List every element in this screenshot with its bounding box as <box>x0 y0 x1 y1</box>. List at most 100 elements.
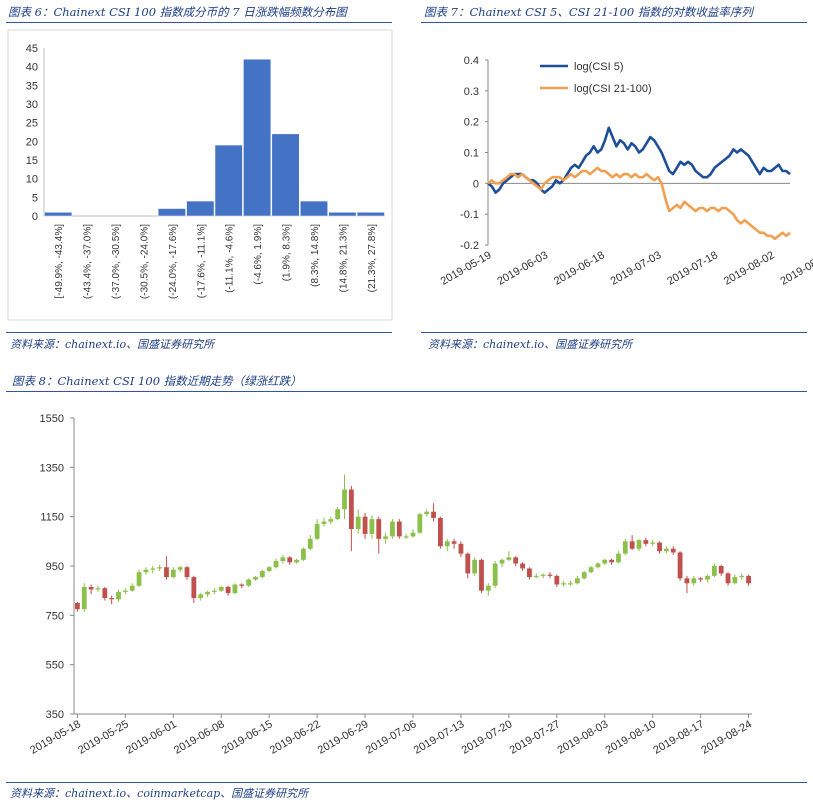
fig7-y-tick-label: 0.3 <box>464 86 479 98</box>
fig8-candle <box>520 563 525 569</box>
fig6-x-tick-label: (21.3%, 27.8%] <box>367 224 378 293</box>
fig8-candle <box>568 583 573 585</box>
fig8-source: 资料来源：chainext.io、coinmarketcap、国盛证券研究所 <box>10 787 309 800</box>
fig8-x-tick-label: 2019-07-27 <box>508 718 563 757</box>
fig8-candle <box>424 511 430 515</box>
fig8-candle <box>150 568 156 570</box>
fig8-candle <box>622 541 628 554</box>
fig8-candle <box>81 586 87 610</box>
fig8-x-tick-label: 2019-06-01 <box>124 718 179 757</box>
fig8-candle <box>390 521 395 537</box>
fig6-x-tick-label: (-4.6%, 1.9%] <box>253 224 264 285</box>
fig6-bar <box>356 212 385 217</box>
fig6-x-tick-label: (-43.4%, -37.0%] <box>83 224 94 299</box>
fig8-candle <box>177 567 183 570</box>
fig8-candle <box>595 563 601 568</box>
fig8-candle <box>205 591 210 595</box>
fig8-candle <box>335 509 341 520</box>
fig8-x-tick-label: 2019-06-08 <box>172 718 227 757</box>
fig7-x-tick-label: 2019-05-19 <box>439 249 494 288</box>
fig8-candle <box>403 536 409 538</box>
fig6-x-tick-label: (-11.1%, -4.6%] <box>225 224 236 293</box>
fig8-candle <box>191 577 197 599</box>
fig8-candle <box>527 568 532 578</box>
fig6-x-tick-label: (-24.0%, -17.6%] <box>168 224 179 299</box>
fig8-candle <box>746 575 751 584</box>
fig8-candle <box>451 541 457 544</box>
fig8-candle <box>657 542 662 552</box>
fig8-top-rule <box>6 391 807 392</box>
fig8-candle <box>472 559 478 574</box>
fig8-candle <box>314 524 320 539</box>
fig6-bottom-rule <box>6 332 392 333</box>
fig8-candle <box>739 575 745 578</box>
fig8-candle <box>698 578 704 580</box>
fig8-candle <box>362 516 368 534</box>
fig8-candle <box>307 538 313 549</box>
fig8-candle <box>417 514 423 533</box>
fig8-candle <box>499 559 505 564</box>
fig8-candle <box>328 519 334 522</box>
fig8-candle <box>170 569 176 578</box>
fig8-candle <box>705 575 710 580</box>
fig8-candle <box>609 559 615 563</box>
fig7-y-tick-label: -0.1 <box>460 209 479 221</box>
fig8-candle <box>711 566 717 576</box>
fig8-x-tick-label: 2019-08-17 <box>651 718 706 757</box>
fig7-top-rule <box>421 22 807 23</box>
fig8-candle <box>479 559 484 591</box>
fig6-title: 图表 6：Chainext CSI 100 指数成分币的 7 日涨跌幅频数分布图 <box>8 5 347 19</box>
fig8-x-tick-label: 2019-05-18 <box>28 718 83 757</box>
fig7-source: 资料来源：chainext.io、国盛证券研究所 <box>428 338 633 351</box>
fig8-y-tick-label: 550 <box>46 660 64 672</box>
fig8-candle <box>287 557 293 563</box>
fig6-x-tick-label: (-17.6%, -11.1%] <box>196 224 207 299</box>
fig8-candle <box>663 548 669 552</box>
fig8-candle <box>348 489 354 529</box>
fig8-candle <box>581 572 587 579</box>
fig8-x-tick-label: 2019-06-29 <box>316 718 371 757</box>
fig6-bar <box>271 133 300 217</box>
fig6-source: 资料来源：chainext.io、国盛证券研究所 <box>10 338 215 351</box>
fig6-y-tick-label: 35 <box>26 80 38 92</box>
fig8-candle <box>492 563 498 586</box>
fig7-y-tick-label: 0.1 <box>464 148 479 160</box>
fig8-x-tick-label: 2019-07-06 <box>364 718 419 757</box>
fig6-y-tick-label: 30 <box>26 99 38 111</box>
fig8-x-tick-label: 2019-05-25 <box>76 718 131 757</box>
fig6-bar <box>300 200 328 217</box>
fig8-title: 图表 8：Chainext CSI 100 指数近期走势（绿涨红跌） <box>12 374 302 388</box>
fig8-candle <box>369 519 375 534</box>
fig6-y-tick-label: 25 <box>26 118 38 130</box>
fig8-candle <box>513 557 519 564</box>
fig6-x-tick-label: [-49.9%, -43.4%] <box>54 224 65 299</box>
fig8-candle <box>410 532 416 537</box>
fig8-candle <box>650 542 656 544</box>
fig8-candle <box>239 584 245 586</box>
fig8-candle <box>342 489 347 510</box>
fig8-candle <box>301 548 306 560</box>
fig6-bar <box>243 58 272 217</box>
fig8-candle <box>670 548 676 553</box>
fig8-candle <box>547 574 553 576</box>
fig7-y-tick-label: 0 <box>473 178 479 190</box>
fig8-y-tick-label: 350 <box>46 709 64 721</box>
fig8-candle <box>184 567 190 578</box>
fig8-x-tick-label: 2019-06-15 <box>220 718 275 757</box>
fig8-candle <box>533 575 539 578</box>
fig6-bar <box>214 144 243 217</box>
fig8-candle <box>122 590 128 592</box>
fig8-candle <box>225 586 231 594</box>
fig8-x-tick-label: 2019-08-10 <box>603 718 658 757</box>
fig8-candle <box>321 521 327 525</box>
fig8-candle <box>636 540 642 549</box>
fig8-candle <box>383 536 389 539</box>
fig6-y-tick-label: 40 <box>26 62 38 74</box>
fig8-y-tick-label: 750 <box>46 610 64 622</box>
fig8-candle <box>718 566 724 574</box>
fig6-x-tick-label: (-37.0%, -30.5%] <box>111 224 122 299</box>
fig8-candle <box>725 573 731 584</box>
